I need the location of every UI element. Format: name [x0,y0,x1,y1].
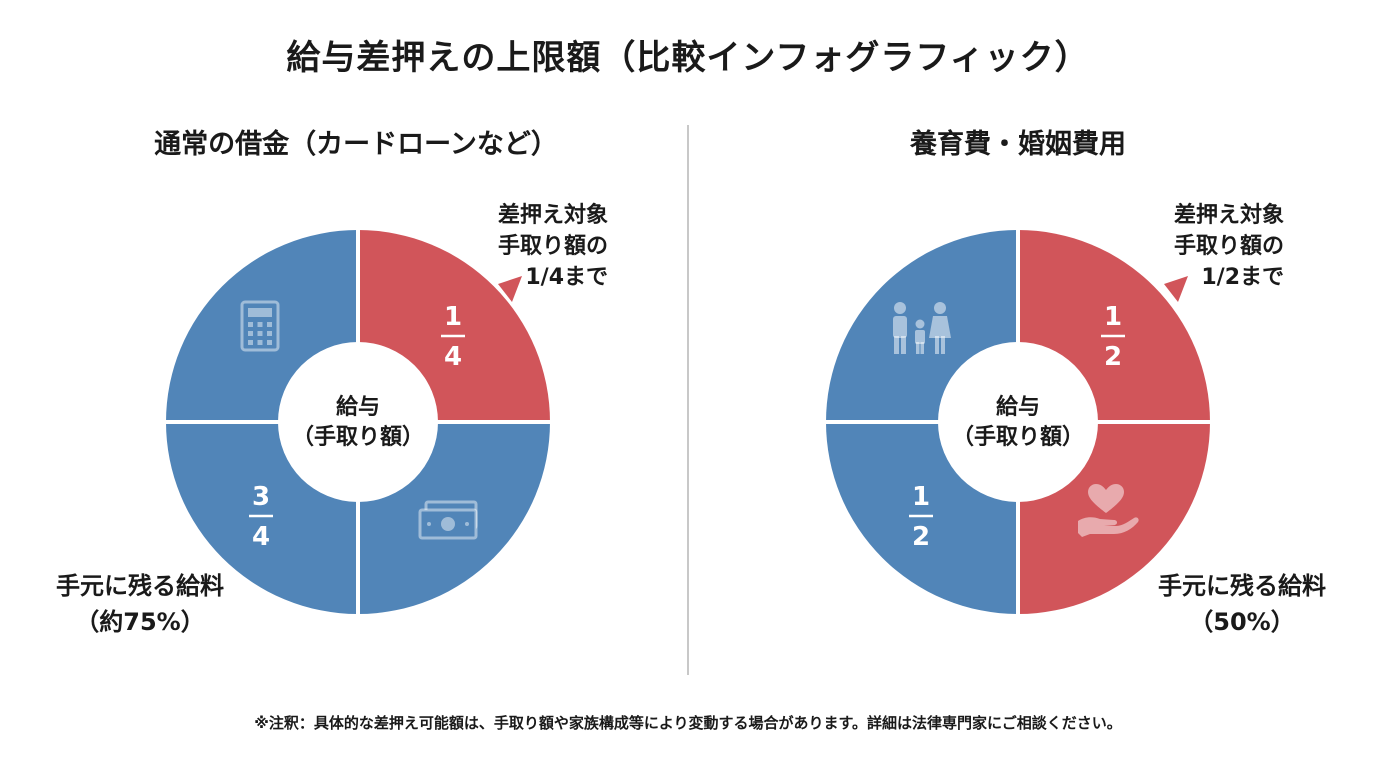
calculator-icon [240,300,280,352]
donut-chart-left: 給与 （手取り額） 1 4 3 4 [166,230,550,614]
remaining-line: （50%） [1189,608,1295,636]
remaining-line: 手元に残る給料 [56,572,224,600]
center-label-line1: 給与 [996,394,1040,420]
seized-denominator: 2 [1104,342,1122,372]
family-icon [893,302,951,354]
remaining-line: 手元に残る給料 [1158,572,1326,600]
panel-title-left: 通常の借金（カードローンなど） [154,129,558,160]
callout-line: 1/2まで [1201,265,1285,290]
panel-divider [687,125,689,675]
callout-seized-left: 差押え対象 手取り額の 1/4まで [498,200,608,293]
callout-line: 差押え対象 [498,203,609,228]
seized-denominator: 4 [444,342,462,372]
remaining-numerator: 1 [912,482,930,512]
callout-line: 手取り額の [498,234,609,259]
panel-title-right: 養育費・婚姻費用 [910,129,1126,160]
remaining-label-right: 手元に残る給料 （50%） [1122,568,1362,640]
remaining-numerator: 3 [252,482,270,512]
page-title: 給与差押えの上限額（比較インフォグラフィック） [286,38,1090,78]
remaining-denominator: 2 [912,522,930,552]
center-label-line2: （手取り額） [952,424,1084,450]
donut-hole [938,342,1098,502]
callout-seized-right: 差押え対象 手取り額の 1/2まで [1174,200,1284,293]
remaining-line: （約75%） [75,608,205,636]
center-label-line1: 給与 [336,394,380,420]
remaining-denominator: 4 [252,522,270,552]
remaining-label-left: 手元に残る給料 （約75%） [20,568,260,640]
center-label-line2: （手取り額） [292,424,424,450]
callout-line: 差押え対象 [1174,203,1285,228]
callout-pointer-right [1164,276,1188,302]
callout-line: 1/4まで [525,265,609,290]
callout-pointer-left [498,276,522,302]
seized-numerator: 1 [1104,302,1122,332]
banknote-icon [418,500,478,540]
donut-chart-right: 給与 （手取り額） 1 2 1 2 [826,230,1210,614]
donut-hole [278,342,438,502]
footnote: ※注釈：具体的な差押え可能額は、手取り額や家族構成等により変動する場合があります… [254,714,1122,732]
callout-line: 手取り額の [1174,234,1285,259]
seized-numerator: 1 [444,302,462,332]
heart-hand-icon [1078,484,1139,537]
